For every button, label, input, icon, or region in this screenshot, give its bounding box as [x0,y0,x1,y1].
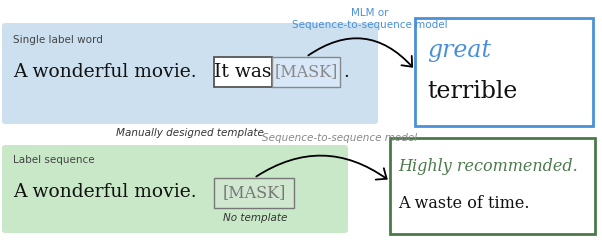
Text: Sequence-to-sequence model: Sequence-to-sequence model [262,133,418,143]
FancyArrowPatch shape [308,38,412,67]
Text: [MASK]: [MASK] [222,184,286,202]
Text: Highly recommended.: Highly recommended. [398,158,578,175]
Text: great: great [427,39,491,62]
Bar [214,178,294,208]
Text: A wonderful movie.: A wonderful movie. [13,183,203,201]
Text: Manually designed template: Manually designed template [116,128,264,138]
Bar [272,57,340,87]
FancyBboxPatch shape [2,145,348,233]
Text: [MASK]: [MASK] [275,63,338,81]
Text: A wonderful movie.: A wonderful movie. [13,63,203,81]
Text: Single label word: Single label word [13,35,103,45]
Bar [415,18,593,126]
FancyArrowPatch shape [256,156,386,180]
Text: A waste of time.: A waste of time. [398,195,530,212]
Bar [214,57,272,87]
Bar [390,138,595,234]
FancyBboxPatch shape [2,23,378,124]
Text: .: . [343,63,349,81]
Text: No template: No template [223,213,287,223]
Text: terrible: terrible [427,80,517,103]
Text: It was: It was [214,63,272,81]
Text: MLM or
Sequence-to-sequence model: MLM or Sequence-to-sequence model [292,8,448,30]
Text: Label sequence: Label sequence [13,155,95,165]
